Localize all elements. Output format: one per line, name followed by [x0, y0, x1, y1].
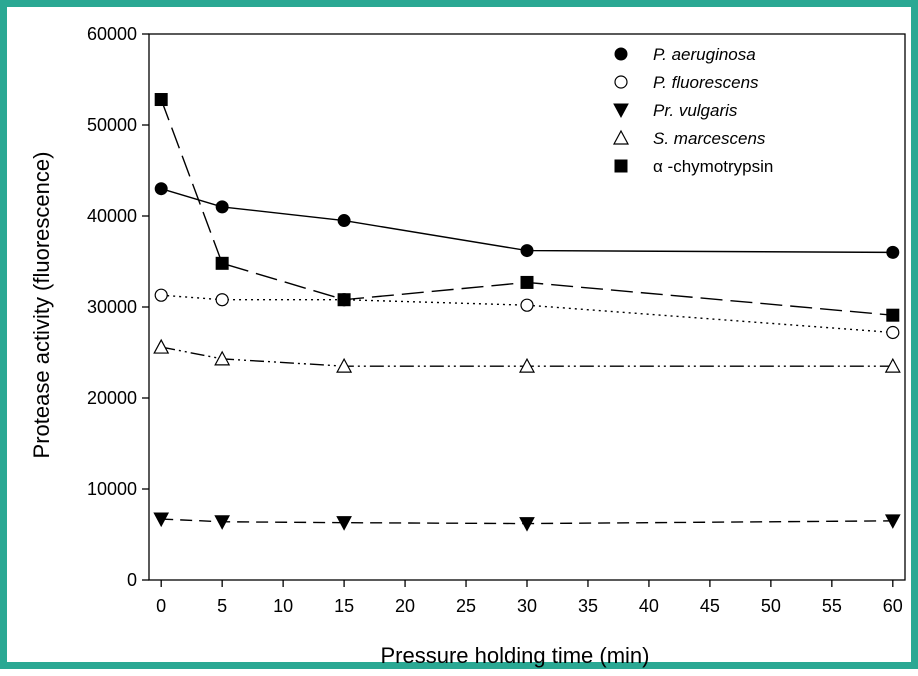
data-point [884, 357, 901, 373]
y-tick-label: 60000 [87, 24, 137, 44]
x-tick-label: 5 [217, 596, 227, 616]
data-point [215, 293, 229, 307]
series-2 [153, 512, 901, 532]
legend-marker [614, 75, 628, 89]
y-tick-label: 0 [127, 570, 137, 590]
data-point [215, 200, 229, 214]
data-point [886, 308, 900, 322]
data-point [214, 350, 231, 366]
x-tick-label: 0 [156, 596, 166, 616]
data-point [214, 515, 230, 530]
legend-label: Pr. vulgaris [653, 101, 738, 120]
legend-label: α -chymotrypsin [653, 157, 773, 176]
y-tick-label: 40000 [87, 206, 137, 226]
legend-marker [612, 129, 630, 145]
x-tick-label: 50 [761, 596, 781, 616]
data-point [153, 512, 170, 528]
x-tick-label: 25 [456, 596, 476, 616]
series-3 [153, 338, 901, 373]
data-point [336, 357, 353, 373]
series-1 [154, 288, 900, 340]
data-point [519, 517, 535, 532]
series-4 [154, 93, 900, 322]
y-tick-label: 10000 [87, 479, 137, 499]
x-tick-label: 40 [639, 596, 659, 616]
data-point [336, 516, 352, 531]
legend-label: P. aeruginosa [653, 45, 756, 64]
series-line [160, 188, 893, 254]
data-point [215, 256, 229, 270]
line-chart: 0 10000 20000 30000 40000 50000 60000 0 5 10 15 20 2… [29, 24, 906, 668]
data-point [520, 298, 534, 312]
x-tick-label: 60 [883, 596, 903, 616]
legend-label: P. fluorescens [653, 73, 759, 92]
legend-marker [614, 159, 628, 173]
data-point [337, 214, 351, 228]
data-point [520, 275, 534, 289]
x-tick-label: 10 [273, 596, 293, 616]
x-tick-label: 20 [395, 596, 415, 616]
data-point [337, 293, 351, 307]
data-point [884, 514, 901, 529]
legend-marker [614, 47, 628, 61]
x-tick-label: 55 [822, 596, 842, 616]
data-point [154, 288, 168, 302]
legend-label: S. marcescens [653, 129, 766, 148]
data-point [886, 245, 900, 259]
data-point [154, 93, 168, 107]
data-point [154, 182, 168, 196]
x-tick-label: 15 [334, 596, 354, 616]
series-0 [154, 182, 900, 259]
data-point [518, 357, 536, 373]
y-tick-label: 30000 [87, 297, 137, 317]
y-tick-label: 20000 [87, 388, 137, 408]
y-tick-label: 50000 [87, 115, 137, 135]
y-axis-title: Protease activity (fluorescence) [29, 152, 54, 459]
data-point [886, 325, 900, 340]
legend-marker [613, 103, 629, 119]
x-tick-label: 45 [700, 596, 720, 616]
data-point [153, 338, 170, 354]
x-tick-label: 35 [578, 596, 598, 616]
x-tick-label: 30 [517, 596, 537, 616]
x-axis-title: Pressure holding time (min) [381, 643, 650, 668]
data-point [520, 244, 534, 258]
